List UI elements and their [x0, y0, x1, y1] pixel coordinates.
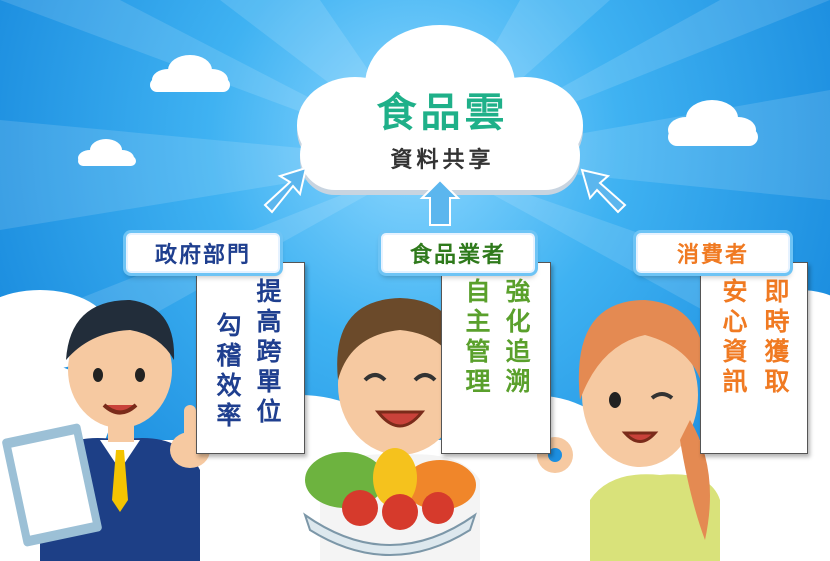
cloud-subtitle: 資料共享 [390, 148, 495, 173]
consumer-benefit-line-1: 即時獲取 [764, 277, 790, 396]
business-benefit-line-2: 自主管理 [465, 277, 491, 396]
small-cloud-right [668, 100, 758, 146]
arrow-center-icon [419, 178, 461, 226]
government-official [2, 300, 210, 561]
business-benefit-line-1: 強化追溯 [505, 277, 531, 396]
government-benefit-line-2: 勾稽效率 [216, 311, 242, 430]
business-label: 食品業者 [381, 233, 535, 273]
government-label: 政府部門 [126, 233, 280, 273]
upload-arrows [263, 166, 627, 226]
small-cloud-left [150, 55, 230, 92]
government-benefit-line-1: 提高跨單位 [256, 277, 282, 426]
main-cloud [297, 25, 583, 195]
government-card: 提高跨單位 勾稽效率 [196, 262, 305, 454]
arrow-right-icon [580, 168, 627, 214]
arrow-left-icon [263, 166, 308, 214]
business-card: 強化追溯 自主管理 [441, 262, 551, 454]
consumer-label: 消費者 [636, 233, 790, 273]
small-cloud-upper-left [78, 139, 136, 166]
food-business-person [303, 298, 480, 561]
consumer-benefit-line-2: 安心資訊 [722, 277, 748, 396]
cloud-title: 食品雲 [376, 90, 509, 136]
consumer-card: 即時獲取 安心資訊 [700, 262, 808, 454]
